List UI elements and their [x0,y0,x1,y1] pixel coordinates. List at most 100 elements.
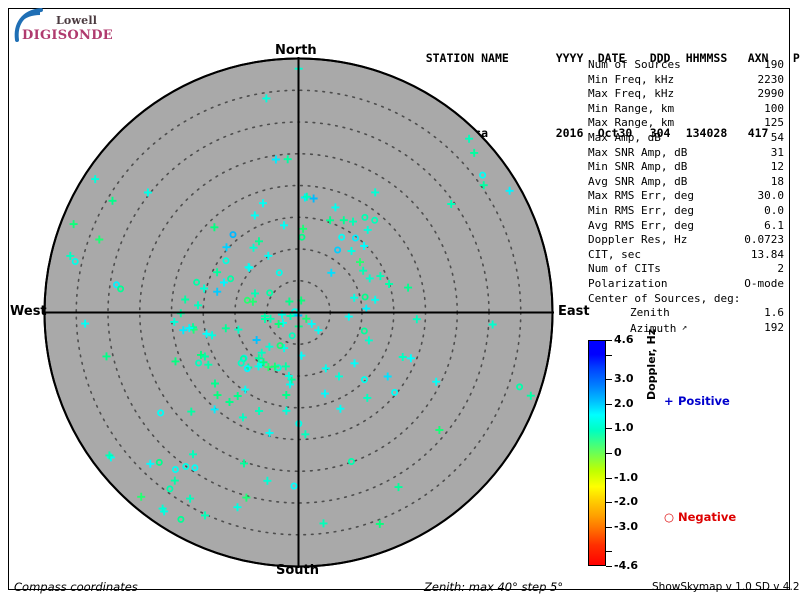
param-value: 100 [764,101,784,115]
colorbar-tick-dash [606,526,612,528]
footer-zenith-note: Zenith: max 40° step 5° [424,580,564,594]
source-point-negative [288,332,296,340]
source-point-positive [320,389,329,398]
val-ddd: 304 [649,126,671,140]
param-row: Max RMS Err, deg 30.0 [588,189,784,204]
source-point-positive [301,430,310,439]
source-point-positive [349,217,357,226]
source-point-negative [171,465,179,473]
param-row: Avg RMS Err, deg 6.1 [588,219,784,234]
source-point-positive [319,519,328,528]
param-label: Avg SNR Amp, dB [588,174,688,188]
colorbar-tick-label: -4.6 [614,559,639,572]
source-point-positive [222,243,231,252]
source-point-positive [279,318,287,327]
source-point-positive [200,284,209,293]
source-point-negative [166,485,174,493]
source-point-negative [227,275,235,283]
source-point-positive [210,223,219,232]
center-of-sources-heading: Center of Sources, deg: [588,291,741,305]
source-point-positive [255,237,263,246]
source-point-positive [95,235,104,244]
source-point-positive [204,360,213,369]
val-hhmmss: 134028 [685,126,728,140]
val-date: Oct30 [597,126,633,140]
param-value: 190 [764,58,784,71]
param-value: 30.0 [757,189,785,203]
source-point-negative [195,359,203,367]
compass-label-east: East [558,304,590,319]
source-point-positive [143,188,152,197]
source-point-positive [280,221,288,230]
source-point-negative [351,234,359,242]
param-value: O-mode [744,276,784,290]
source-point-negative [222,257,230,265]
source-point-positive [254,354,263,363]
source-point-positive [376,272,385,281]
source-point-positive [241,385,250,394]
param-label: Min RMS Err, deg [588,203,694,217]
source-point-positive [344,312,353,321]
source-point-positive [406,354,415,363]
param-label: Num of CITs [588,262,661,276]
source-point-negative [347,457,355,465]
param-label: Max Freq, kHz [588,87,675,101]
source-point-positive [213,268,222,277]
azimuth-arrow-icon: ↗ [676,322,688,333]
source-point-positive [137,492,146,501]
colorbar-tick-dash [606,354,612,356]
param-label: Max Amp, dB [588,130,661,144]
param-row: CIT, sec 13.84 [588,248,784,263]
source-point-positive [69,220,78,229]
source-point-positive [262,94,271,103]
source-point-positive [233,392,242,400]
source-point-positive [249,243,258,252]
source-point-positive [210,405,219,414]
legend-positive-label: Positive [678,394,730,408]
doppler-colorbar-title: Doppler, Hz [645,328,658,400]
colorbar-tick-dash [606,453,612,454]
source-point-positive [257,348,266,357]
source-point-negative [360,327,368,335]
compass-label-south: South [276,563,320,578]
col-hhmmss: HHMMSS [685,51,728,65]
colorbar-tick-label: 3.0 [614,372,634,386]
val-pps: 75 [782,126,800,141]
source-point-positive [432,377,441,386]
center-of-sources-value: 1.6 [764,306,784,320]
colorbar-tick-dash [606,502,612,504]
colorbar-tick-dash [606,477,612,479]
legend-positive: + Positive [664,394,730,408]
source-point-positive [208,331,217,340]
source-point-negative [334,246,342,254]
source-point-positive [170,317,179,326]
center-of-sources-label: Azimuth ↗ [630,321,688,335]
param-label: Max Range, km [588,116,675,130]
source-point-positive [363,225,372,234]
source-point-positive [335,372,343,381]
source-point-positive [181,295,190,304]
param-value: 0.0 [764,203,784,217]
source-point-positive [170,476,179,485]
colorbar-tick-label: -1.0 [614,470,639,484]
colorbar-tick-dash [606,551,612,553]
compass-label-west: West [10,304,47,319]
source-point-positive [221,324,230,333]
source-point-positive [285,297,294,306]
legend-negative-marker: ○ [664,510,675,524]
source-points [66,64,535,528]
colorbar-tick-dash [606,566,612,567]
source-point-positive [242,493,251,502]
param-row: Max SNR Amp, dB 31 [588,146,784,161]
source-point-positive [225,398,234,406]
center-of-sources-row: Zenith 1.6 [588,306,784,321]
source-point-positive [171,357,180,366]
param-label: Num of Sources [588,58,681,71]
source-point-negative [177,515,185,523]
source-point-positive [91,175,100,184]
logo-lowell-text: Lowell [56,14,98,27]
source-point-negative [155,458,163,466]
param-row: Num of Sources 190 [588,58,784,73]
param-row: Min RMS Err, deg 0.0 [588,204,784,219]
source-point-positive [282,406,291,415]
